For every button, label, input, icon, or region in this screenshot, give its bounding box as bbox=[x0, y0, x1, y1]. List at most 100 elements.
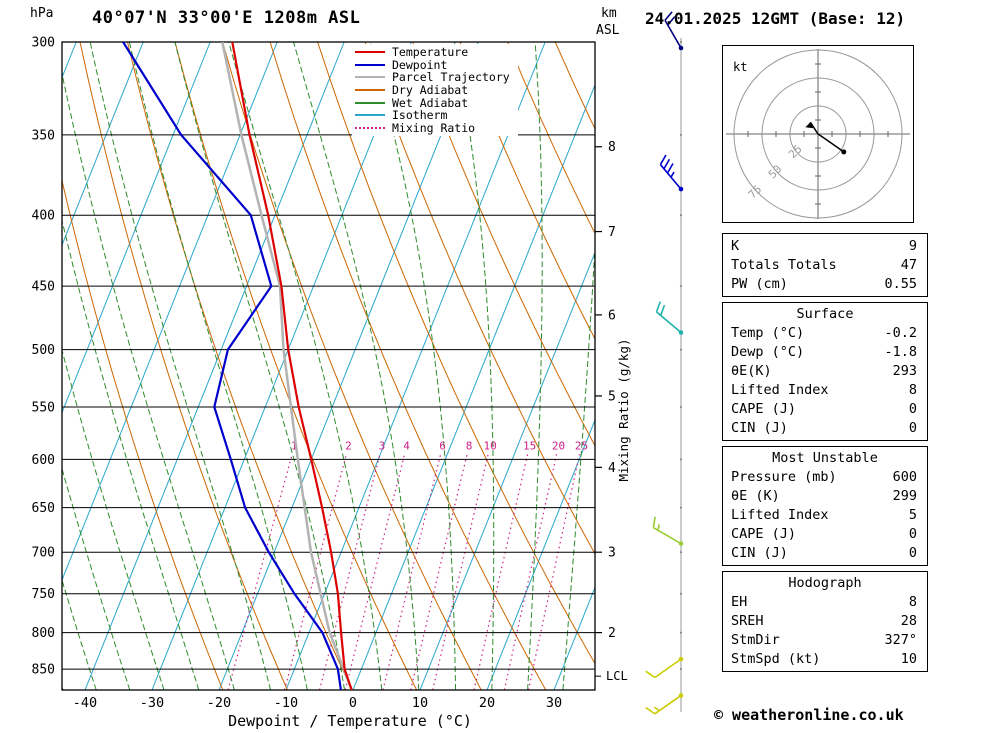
legend-label: Dry Adiabat bbox=[392, 83, 469, 98]
hodograph-trace bbox=[817, 133, 845, 153]
legend-item: Dewpoint bbox=[355, 59, 510, 72]
mixing-ratio-tick-label: 1 bbox=[291, 439, 298, 452]
chart-legend: Temperature Dewpoint Parcel Trajectory Dry … bbox=[352, 44, 518, 137]
table-indices: K 9 Totals Totals 47 PW (cm) 0.55 bbox=[722, 233, 928, 297]
row-label: Pressure (mb) bbox=[731, 468, 837, 485]
table-header: Most Unstable bbox=[772, 450, 878, 466]
row-value: 0 bbox=[908, 419, 917, 436]
temperature-tick-label: 30 bbox=[546, 695, 562, 711]
legend-swatch bbox=[355, 89, 385, 92]
table-row: CIN (J) 0 bbox=[723, 543, 927, 562]
row-value: 28 bbox=[900, 612, 917, 629]
temperature-tick-label: -30 bbox=[140, 695, 164, 711]
row-label: Dewp (°C) bbox=[731, 343, 805, 360]
row-label: StmSpd (kt) bbox=[731, 650, 821, 667]
table-row: StmDir 327° bbox=[723, 630, 927, 649]
row-label: Temp (°C) bbox=[731, 324, 805, 341]
row-value: -0.2 bbox=[884, 324, 917, 341]
table-row: CAPE (J) 0 bbox=[723, 399, 927, 418]
table-row: StmSpd (kt) 10 bbox=[723, 649, 927, 668]
temperature-tick-label: -20 bbox=[207, 695, 231, 711]
legend-label: Parcel Trajectory bbox=[392, 70, 510, 85]
row-value: 0 bbox=[908, 544, 917, 561]
hodograph-unit-label: kt bbox=[733, 60, 747, 74]
legend-item: Wet Adiabat bbox=[355, 96, 510, 109]
pressure-tick-label: 650 bbox=[32, 501, 55, 516]
legend-item: Mixing Ratio bbox=[355, 122, 510, 135]
legend-label: Isotherm bbox=[392, 108, 448, 123]
row-value: 8 bbox=[908, 593, 917, 610]
indices-tables: K 9 Totals Totals 47 PW (cm) 0.55 Surface Temp … bbox=[722, 233, 928, 677]
legend-swatch bbox=[355, 101, 385, 104]
wind-barb bbox=[645, 656, 684, 679]
km-tick-label: 8 bbox=[608, 140, 616, 155]
pressure-tick-label: 450 bbox=[32, 280, 55, 295]
table-row: θE (K) 299 bbox=[723, 486, 927, 505]
mixing-ratio-tick-label: 4 bbox=[403, 439, 410, 452]
table-row: Dewp (°C) -1.8 bbox=[723, 342, 927, 361]
pressure-tick-label: 550 bbox=[32, 400, 55, 415]
row-value: 299 bbox=[892, 487, 917, 504]
legend-label: Dewpoint bbox=[392, 57, 448, 72]
mixing-ratio-tick-label: 6 bbox=[439, 439, 446, 452]
table-row: CIN (J) 0 bbox=[723, 418, 927, 437]
series-parcel-trajectory bbox=[221, 42, 353, 690]
run-datetime: 24.01.2025 12GMT (Base: 12) bbox=[645, 9, 906, 28]
pressure-tick-label: 600 bbox=[32, 453, 55, 468]
table-row: CAPE (J) 0 bbox=[723, 524, 927, 543]
wind-barb bbox=[664, 11, 684, 51]
row-label: K bbox=[731, 237, 740, 254]
row-value: 0 bbox=[908, 400, 917, 417]
row-label: Lifted Index bbox=[731, 506, 829, 523]
table-most-unstable: Most Unstable Pressure (mb) 600 θE (K) 299 Li… bbox=[722, 446, 928, 566]
mixing-ratio-tick-label: 15 bbox=[523, 439, 536, 452]
pressure-tick-label: 400 bbox=[32, 209, 55, 224]
row-value: 47 bbox=[900, 256, 917, 273]
series-temperature bbox=[231, 42, 353, 690]
table-row: EH 8 bbox=[723, 592, 927, 611]
row-label: PW (cm) bbox=[731, 275, 788, 292]
legend-item: Isotherm bbox=[355, 109, 510, 122]
row-label: CIN (J) bbox=[731, 419, 788, 436]
temperature-axis-label: Dewpoint / Temperature (°C) bbox=[228, 712, 472, 730]
row-label: Lifted Index bbox=[731, 381, 829, 398]
hodograph-ring bbox=[789, 105, 847, 163]
wind-barb bbox=[659, 154, 684, 192]
row-label: CAPE (J) bbox=[731, 525, 797, 542]
row-value: 0 bbox=[908, 525, 917, 542]
km-tick-label: 4 bbox=[608, 461, 616, 476]
table-header: Surface bbox=[796, 306, 854, 322]
row-label: EH bbox=[731, 593, 748, 610]
legend-swatch bbox=[355, 114, 385, 117]
row-label: CAPE (J) bbox=[731, 400, 797, 417]
asl-axis-unit: ASL bbox=[596, 23, 620, 38]
table-header: Hodograph bbox=[788, 575, 862, 591]
mixing-ratio-axis-label: Mixing Ratio (g/kg) bbox=[616, 339, 631, 482]
hodograph-ring bbox=[733, 49, 903, 219]
legend-label: Wet Adiabat bbox=[392, 95, 469, 110]
table-row: SREH 28 bbox=[723, 611, 927, 630]
table-hodograph: Hodograph EH 8 SREH 28 StmDir 327° StmSpd (kt) 1… bbox=[722, 571, 928, 672]
row-value: 0.55 bbox=[884, 275, 917, 292]
wind-barb bbox=[652, 516, 684, 546]
km-axis-unit: km bbox=[601, 6, 617, 21]
table-row: Lifted Index 5 bbox=[723, 505, 927, 524]
row-label: SREH bbox=[731, 612, 764, 629]
row-value: -1.8 bbox=[884, 343, 917, 360]
pressure-tick-label: 700 bbox=[32, 546, 55, 561]
temperature-tick-label: 10 bbox=[412, 695, 428, 711]
wind-barb bbox=[645, 693, 684, 715]
row-value: 327° bbox=[884, 631, 917, 648]
row-label: StmDir bbox=[731, 631, 780, 648]
row-value: 293 bbox=[892, 362, 917, 379]
row-label: θE(K) bbox=[731, 362, 772, 379]
legend-item: Dry Adiabat bbox=[355, 84, 510, 97]
temperature-tick-label: -10 bbox=[274, 695, 298, 711]
km-tick-label: 3 bbox=[608, 546, 616, 561]
mixing-ratio-tick-label: 10 bbox=[484, 439, 497, 452]
row-value: 8 bbox=[908, 381, 917, 398]
table-row: PW (cm) 0.55 bbox=[723, 274, 927, 293]
mixing-ratio-tick-label: 8 bbox=[466, 439, 473, 452]
